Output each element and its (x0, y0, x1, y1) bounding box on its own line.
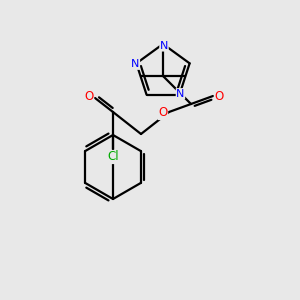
Text: O: O (214, 89, 224, 103)
Text: Cl: Cl (107, 151, 119, 164)
Text: O: O (84, 91, 94, 103)
Text: N: N (131, 59, 140, 69)
Text: O: O (158, 106, 168, 119)
Text: N: N (160, 41, 168, 51)
Text: N: N (176, 89, 184, 99)
